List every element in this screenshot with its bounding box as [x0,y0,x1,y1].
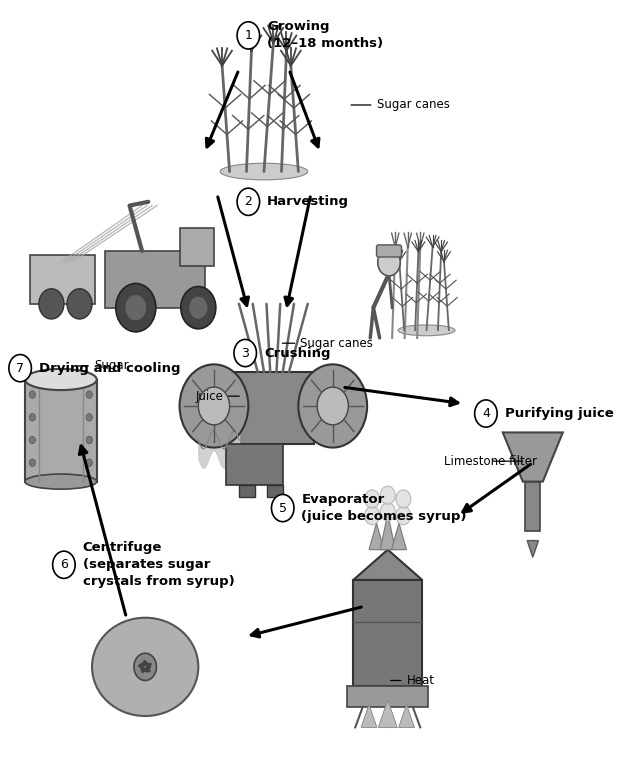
Polygon shape [399,704,414,727]
Circle shape [198,387,230,425]
Circle shape [378,249,400,276]
Text: Purifying juice: Purifying juice [505,407,613,420]
Text: Heat: Heat [390,674,435,687]
Circle shape [125,294,147,321]
Circle shape [380,486,396,504]
Text: 3: 3 [241,347,249,360]
FancyBboxPatch shape [233,372,314,444]
Ellipse shape [220,163,308,180]
Circle shape [271,494,294,521]
FancyBboxPatch shape [376,245,401,257]
Circle shape [189,296,208,320]
Circle shape [9,354,31,382]
Polygon shape [353,550,422,580]
Circle shape [86,391,92,398]
Text: Crushing: Crushing [264,347,330,360]
Circle shape [29,391,35,398]
Circle shape [380,502,396,521]
Ellipse shape [25,369,97,390]
Circle shape [396,490,411,508]
Polygon shape [378,700,397,727]
Circle shape [86,459,92,467]
FancyBboxPatch shape [267,485,283,496]
Circle shape [134,653,156,681]
Polygon shape [503,433,563,482]
Circle shape [29,414,35,421]
Circle shape [365,490,380,508]
FancyBboxPatch shape [353,580,422,686]
Circle shape [234,339,257,367]
FancyBboxPatch shape [227,444,283,485]
Ellipse shape [25,474,97,489]
Text: Centrifuge
(separates sugar
crystals from syrup): Centrifuge (separates sugar crystals fro… [83,541,234,588]
FancyBboxPatch shape [104,251,205,307]
Circle shape [86,436,92,444]
Text: Sugar canes: Sugar canes [282,337,373,350]
Text: 4: 4 [482,407,490,420]
Polygon shape [369,523,384,550]
Polygon shape [378,700,397,727]
Text: Sugar canes: Sugar canes [351,99,449,112]
Circle shape [52,551,75,578]
Circle shape [39,288,64,319]
Circle shape [86,414,92,421]
Circle shape [29,436,35,444]
FancyBboxPatch shape [25,380,97,482]
Text: Sugar: Sugar [78,360,129,373]
Circle shape [181,286,216,329]
Text: Juice: Juice [195,389,239,402]
Text: 2: 2 [244,195,252,208]
FancyBboxPatch shape [29,255,95,304]
Circle shape [116,283,156,332]
Circle shape [396,506,411,524]
Text: Limestone filter: Limestone filter [444,455,537,468]
Polygon shape [361,704,377,727]
Text: Growing
(12–18 months): Growing (12–18 months) [267,20,383,50]
Circle shape [237,22,260,49]
Text: Evaporator
(juice becomes syrup): Evaporator (juice becomes syrup) [301,493,467,523]
Text: 5: 5 [279,502,287,515]
Circle shape [237,188,260,216]
Ellipse shape [398,325,455,335]
Polygon shape [361,704,377,727]
Circle shape [298,364,367,448]
Ellipse shape [92,618,198,716]
FancyBboxPatch shape [180,228,214,266]
Text: 6: 6 [60,559,68,572]
Text: Drying and cooling: Drying and cooling [39,361,180,375]
Circle shape [180,364,248,448]
Circle shape [317,387,348,425]
Circle shape [475,400,497,427]
Polygon shape [380,513,396,550]
Text: Harvesting: Harvesting [267,195,349,208]
FancyBboxPatch shape [525,482,540,531]
Circle shape [365,506,380,524]
Polygon shape [399,704,414,727]
Polygon shape [392,523,406,550]
Circle shape [67,288,92,319]
FancyBboxPatch shape [239,485,255,496]
FancyBboxPatch shape [347,686,428,707]
Text: 7: 7 [16,361,24,375]
Circle shape [29,459,35,467]
Text: 1: 1 [244,29,252,42]
Polygon shape [527,540,538,557]
